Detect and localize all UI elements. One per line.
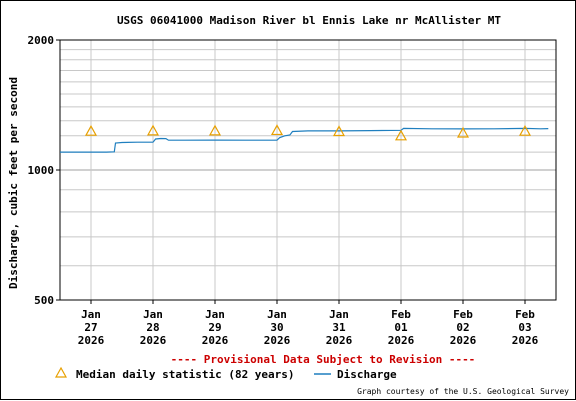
x-tick-label: 28: [146, 321, 159, 334]
discharge-series-line: [60, 127, 549, 153]
legend-discharge-label: Discharge: [337, 368, 397, 381]
median-triangle-marker: [456, 126, 470, 138]
x-tick-label: 29: [208, 321, 221, 334]
legend-median-triangle-icon: [54, 366, 68, 378]
x-tick-label: 02: [456, 321, 469, 334]
x-tick-label: 2026: [264, 334, 291, 347]
x-tick-label: 2026: [512, 334, 539, 347]
median-triangle-marker: [332, 125, 346, 137]
median-triangle-marker: [146, 124, 160, 136]
x-tick-label: 31: [332, 321, 346, 334]
median-triangle-marker: [270, 124, 284, 136]
x-tick-label: Jan: [81, 308, 101, 321]
legend-median-label: Median daily statistic (82 years): [76, 368, 295, 381]
x-tick-label: 2026: [388, 334, 415, 347]
median-triangle-marker: [84, 124, 98, 136]
median-triangle-marker: [394, 129, 408, 141]
y-tick-label: 500: [34, 294, 54, 307]
x-tick-label: Jan: [329, 308, 349, 321]
y-axis-label: Discharge, cubic feet per second: [7, 77, 20, 289]
y-tick-label: 2000: [28, 34, 55, 47]
x-tick-label: 03: [518, 321, 531, 334]
x-tick-label: 2026: [78, 334, 105, 347]
credit-text: Graph courtesy of the U.S. Geological Su…: [357, 387, 569, 396]
y-tick-label: 1000: [28, 164, 55, 177]
x-tick-label: Feb: [453, 308, 473, 321]
x-tick-label: 01: [394, 321, 408, 334]
x-tick-label: 30: [270, 321, 283, 334]
median-triangle-marker: [208, 124, 222, 136]
x-tick-label: Jan: [205, 308, 225, 321]
x-tick-label: Jan: [143, 308, 163, 321]
x-tick-label: 2026: [326, 334, 353, 347]
x-tick-label: Jan: [267, 308, 287, 321]
x-tick-label: Feb: [391, 308, 411, 321]
x-tick-label: Feb: [515, 308, 535, 321]
x-tick-label: 2026: [140, 334, 167, 347]
x-tick-label: 2026: [202, 334, 229, 347]
chart-title: USGS 06041000 Madison River bl Ennis Lak…: [117, 14, 501, 27]
median-triangle-marker: [518, 124, 532, 136]
x-tick-label: 2026: [450, 334, 477, 347]
x-tick-label: 27: [84, 321, 97, 334]
provisional-notice: ---- Provisional Data Subject to Revisio…: [171, 353, 476, 366]
